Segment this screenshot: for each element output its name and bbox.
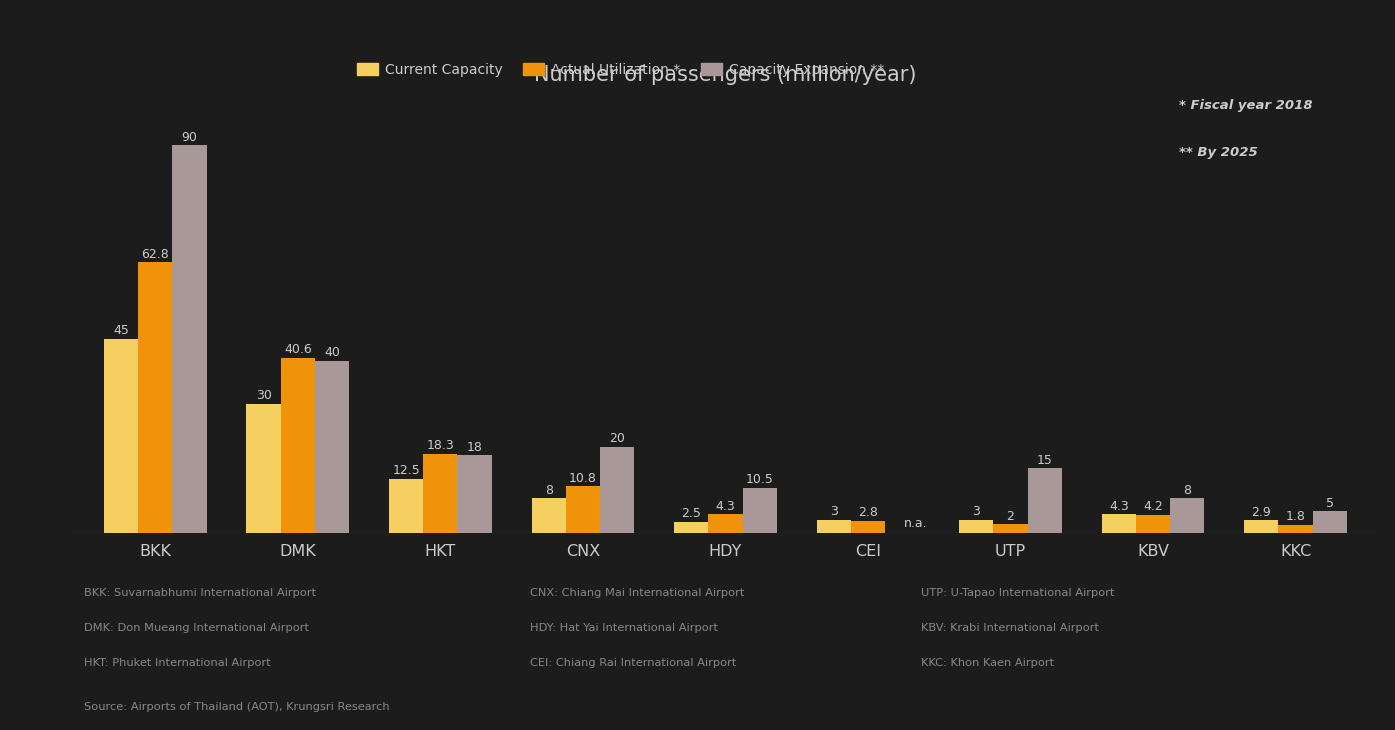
Text: 30: 30	[255, 389, 272, 402]
Text: 8: 8	[544, 484, 552, 496]
Text: * Fiscal year 2018: * Fiscal year 2018	[1179, 99, 1313, 112]
Bar	[1028, 469, 1062, 533]
Text: 40: 40	[324, 346, 340, 359]
Text: 8: 8	[1183, 484, 1191, 496]
Text: 2: 2	[1007, 510, 1014, 523]
Text: CEI: Chiang Rai International Airport: CEI: Chiang Rai International Airport	[530, 658, 737, 668]
Text: 2.8: 2.8	[858, 506, 877, 519]
Text: 1.8: 1.8	[1286, 510, 1306, 523]
Text: KKC: Khon Kaen Airport: KKC: Khon Kaen Airport	[921, 658, 1053, 668]
Bar	[1136, 515, 1170, 533]
Text: 4.3: 4.3	[716, 499, 735, 512]
Bar	[566, 486, 600, 533]
Text: 3: 3	[972, 505, 981, 518]
Text: 10.5: 10.5	[746, 473, 774, 486]
Text: HKT: Phuket International Airport: HKT: Phuket International Airport	[84, 658, 271, 668]
Bar	[600, 447, 635, 533]
Text: UTP: U-Tapao International Airport: UTP: U-Tapao International Airport	[921, 588, 1115, 598]
Bar	[851, 520, 884, 533]
Text: 18.3: 18.3	[427, 439, 455, 453]
Text: 15: 15	[1036, 453, 1053, 466]
Text: CNX: Chiang Mai International Airport: CNX: Chiang Mai International Airport	[530, 588, 745, 598]
Bar	[1170, 499, 1204, 533]
Text: HDY: Hat Yai International Airport: HDY: Hat Yai International Airport	[530, 623, 718, 633]
Text: Source: Airports of Thailand (AOT), Krungsri Research: Source: Airports of Thailand (AOT), Krun…	[84, 702, 389, 712]
Bar	[138, 262, 173, 533]
Text: 45: 45	[113, 324, 128, 337]
Bar	[1278, 525, 1313, 533]
Bar	[993, 524, 1028, 533]
Text: 62.8: 62.8	[141, 247, 169, 261]
Text: 3: 3	[830, 505, 837, 518]
Text: 20: 20	[610, 432, 625, 445]
Bar	[458, 456, 491, 533]
Bar	[423, 454, 458, 533]
Bar	[816, 520, 851, 533]
Bar	[742, 488, 777, 533]
Bar	[389, 479, 423, 533]
Text: 5: 5	[1325, 496, 1334, 510]
Text: 4.3: 4.3	[1109, 499, 1129, 512]
Text: KBV: Krabi International Airport: KBV: Krabi International Airport	[921, 623, 1099, 633]
Text: ** By 2025: ** By 2025	[1179, 146, 1257, 159]
Bar	[315, 361, 349, 533]
Bar	[709, 515, 742, 533]
Bar	[1244, 520, 1278, 533]
Text: 12.5: 12.5	[392, 464, 420, 477]
Bar	[674, 522, 709, 533]
Text: 2.9: 2.9	[1251, 506, 1271, 519]
Bar	[960, 520, 993, 533]
Text: 4.2: 4.2	[1143, 500, 1163, 513]
Bar	[1313, 511, 1346, 533]
Bar	[105, 339, 138, 533]
Text: 40.6: 40.6	[285, 343, 311, 356]
Text: 90: 90	[181, 131, 198, 144]
Bar	[531, 499, 566, 533]
Bar	[280, 358, 315, 533]
Title: Number of passengers (million/year): Number of passengers (million/year)	[534, 66, 917, 85]
Text: DMK: Don Mueang International Airport: DMK: Don Mueang International Airport	[84, 623, 308, 633]
Legend: Current Capacity, Actual Utilization *, Capacity Expansion **: Current Capacity, Actual Utilization *, …	[352, 58, 890, 82]
Text: n.a.: n.a.	[904, 518, 928, 530]
Text: 10.8: 10.8	[569, 472, 597, 485]
Bar	[1102, 515, 1136, 533]
Text: 2.5: 2.5	[681, 507, 702, 520]
Text: BKK: Suvarnabhumi International Airport: BKK: Suvarnabhumi International Airport	[84, 588, 315, 598]
Bar	[173, 145, 206, 533]
Bar	[247, 404, 280, 533]
Text: 18: 18	[466, 441, 483, 453]
